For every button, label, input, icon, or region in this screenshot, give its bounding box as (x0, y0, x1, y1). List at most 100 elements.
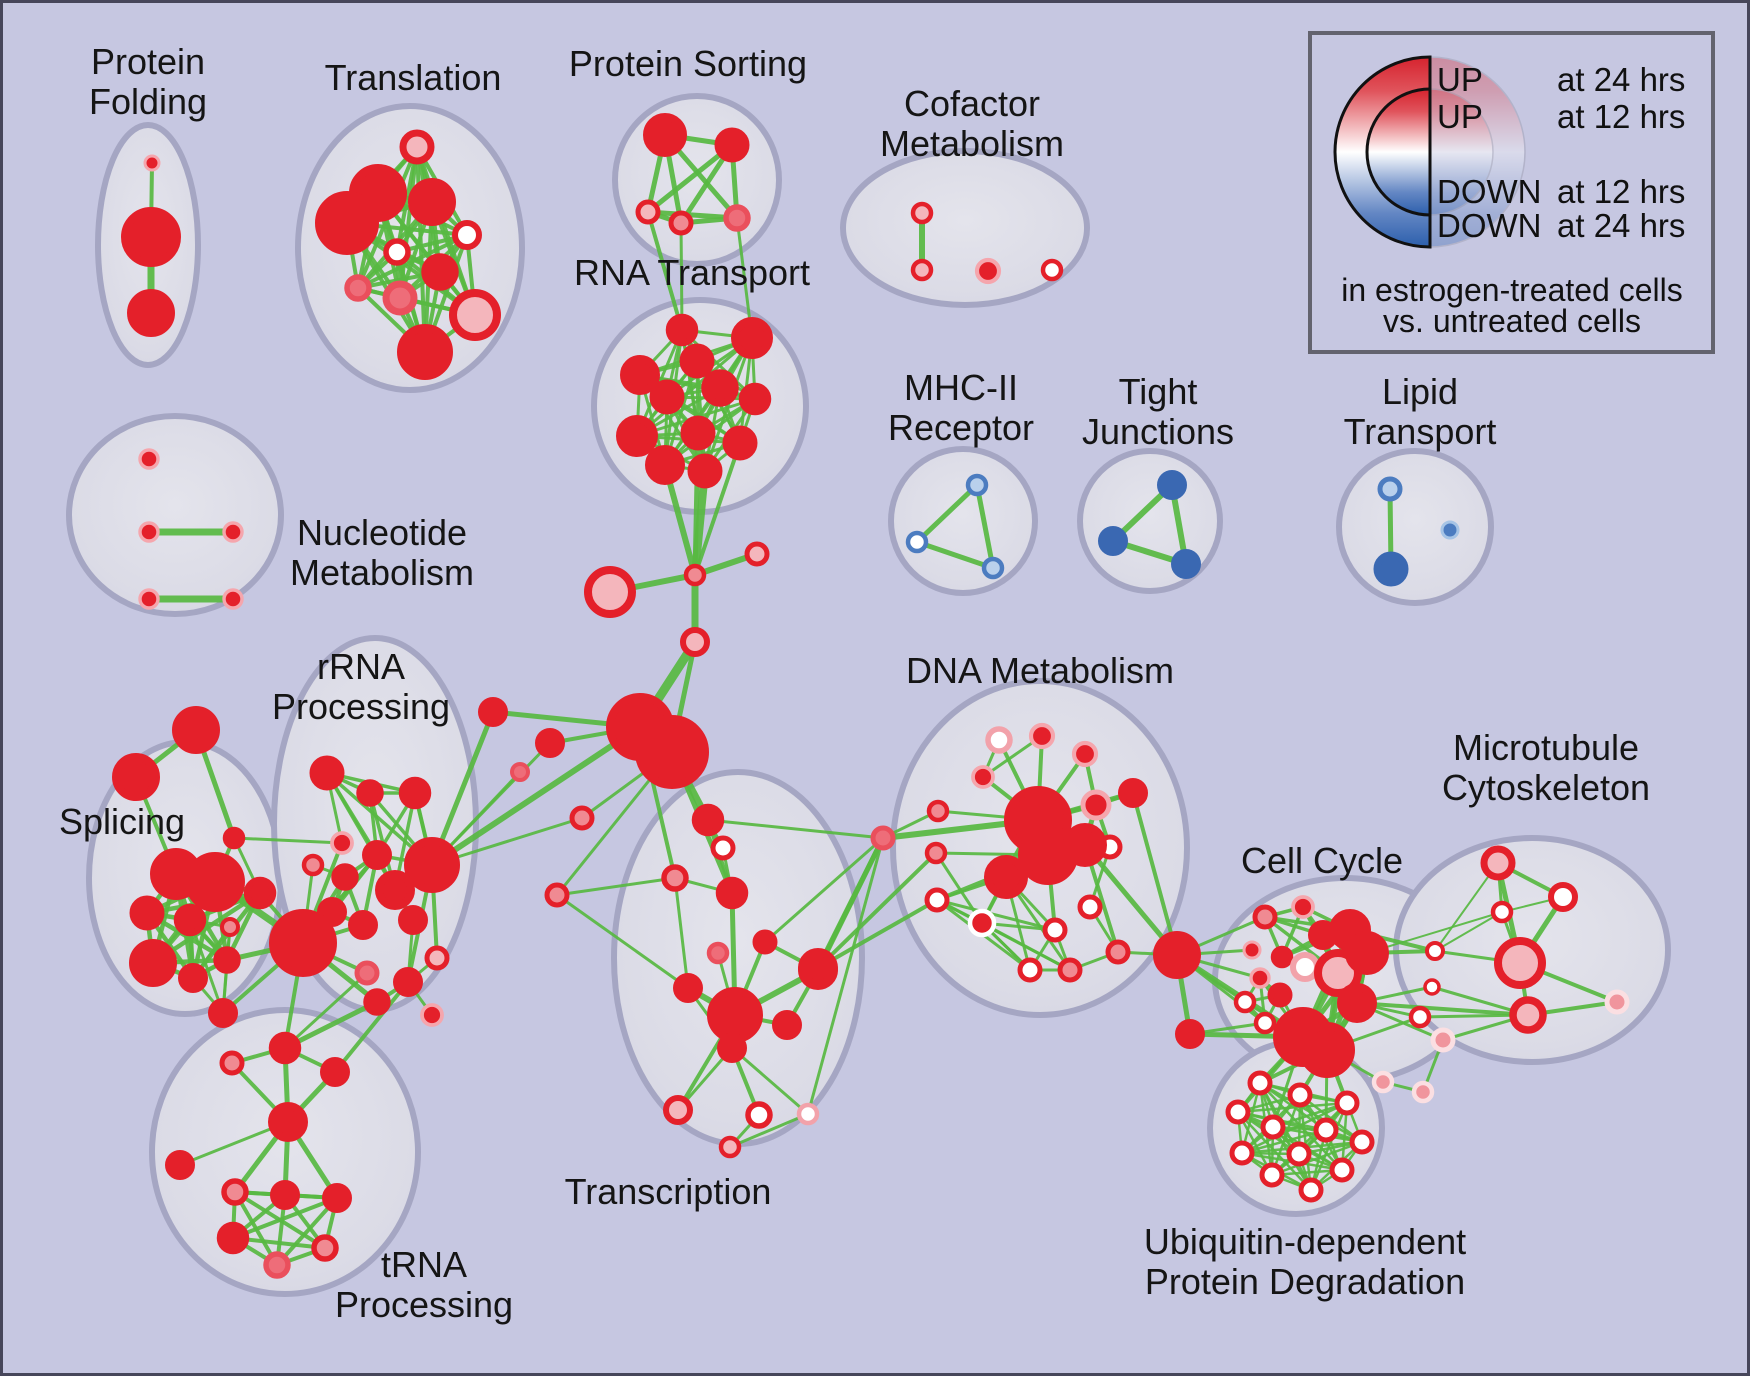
edge-dm8-ccb0 (1131, 791, 1179, 957)
gene-node-ch0 (683, 563, 707, 587)
edge-tx4-dmb (763, 836, 885, 944)
legend-caption-line-0: in estrogen-treated cells (1341, 272, 1683, 308)
gene-node-mh2 (981, 556, 1005, 580)
gene-node-ccH2 (1299, 1022, 1355, 1078)
gene-node-cf1 (910, 258, 934, 282)
gene-node-cc19 (1411, 1080, 1435, 1104)
gene-node-cf2 (974, 257, 1002, 285)
edge-lh2-tx2 (555, 876, 677, 897)
gene-node-tr10 (397, 324, 453, 380)
gene-node-lt0 (1377, 476, 1403, 502)
gene-node-rr16 (363, 988, 391, 1016)
gene-node-ps4 (723, 204, 751, 232)
legend-time-2: at 12 hrs (1557, 173, 1685, 210)
gene-node-sp1 (185, 852, 245, 912)
gene-node-tn8 (216, 1221, 250, 1255)
legend-direction-0: UP (1437, 61, 1483, 98)
gene-node-rt5 (649, 379, 685, 415)
gene-node-mt3 (1425, 941, 1445, 961)
gene-node-tx11 (663, 1095, 693, 1125)
label-protein-sorting: Protein Sorting (569, 43, 807, 84)
edge-dm16-dm5 (816, 851, 938, 970)
gene-node-cc11 (1233, 990, 1257, 1014)
label-lipid-transport: Lipid Transport (1344, 371, 1497, 452)
gene-node-lh0 (535, 728, 565, 758)
gene-node-mt1 (1548, 882, 1578, 912)
gene-node-ps0 (643, 113, 687, 157)
gene-node-rr15 (393, 967, 423, 997)
gene-node-lh2 (544, 882, 570, 908)
gene-node-tr2 (408, 178, 456, 226)
gene-node-nu1 (138, 521, 160, 543)
gene-node-cc17 (1430, 1027, 1456, 1053)
gene-node-ch2 (584, 566, 636, 618)
gene-node-tr3 (315, 191, 379, 255)
gene-node-ub8 (1286, 1141, 1312, 1167)
label-rrna-processing: rRNA Processing (272, 646, 450, 727)
gene-node-tn3 (268, 1102, 308, 1142)
gene-node-ccb0 (1153, 931, 1201, 979)
edge-dm16-dm9 (816, 898, 939, 970)
edge-dmb-dm16 (815, 835, 886, 971)
legend-time-3: at 24 hrs (1557, 207, 1685, 244)
legend-direction-1: UP (1437, 98, 1483, 135)
gene-node-cc4 (1242, 940, 1262, 960)
label-cell-cycle: Cell Cycle (1241, 840, 1403, 881)
gene-node-mt2 (1490, 900, 1514, 924)
gene-node-tx6 (673, 973, 703, 1003)
gene-node-sp2 (129, 895, 165, 931)
gene-node-sp5 (129, 939, 177, 987)
gene-node-rt2 (679, 343, 715, 379)
gene-node-tx0 (691, 803, 725, 837)
edge-rt7-ch0 (692, 430, 701, 578)
gene-node-rr5 (362, 840, 392, 870)
label-dna-metabolism: DNA Metabolism (906, 650, 1174, 691)
gene-node-rr10 (375, 870, 415, 910)
gene-node-tn6 (270, 1180, 300, 1210)
gene-node-dm9 (924, 887, 950, 913)
gene-node-dm4 (926, 799, 950, 823)
gene-node-dm3 (971, 765, 995, 789)
edge-tr4-tr7 (356, 233, 469, 290)
gene-node-cc13 (1253, 1011, 1277, 1035)
edge-mh0-mh1 (914, 482, 980, 545)
edge-ub5-ub7 (1240, 1128, 1328, 1155)
gene-node-cc8 (1345, 931, 1389, 975)
gene-node-dm5 (924, 841, 948, 865)
edge-tx0-dmb (706, 818, 885, 840)
gene-node-mt8 (1604, 989, 1630, 1015)
gene-node-tn9 (263, 1251, 291, 1279)
gene-node-nu2 (222, 521, 244, 543)
edge-mh1-mh2 (914, 539, 996, 571)
gene-node-rt10 (645, 445, 685, 485)
gene-node-nu4 (222, 588, 244, 610)
gene-node-lt1 (1440, 520, 1460, 540)
label-splicing: Splicing (59, 801, 185, 842)
gene-node-lt2 (1373, 551, 1409, 587)
gene-node-mt5 (1423, 978, 1441, 996)
gene-node-dm0 (985, 726, 1013, 754)
gene-node-rt8 (616, 415, 658, 457)
gene-node-ub11 (1298, 1177, 1324, 1203)
legend-time-1: at 12 hrs (1557, 98, 1685, 135)
label-ubiquitin-degradation: Ubiquitin-dependent Protein Degradation (1144, 1221, 1466, 1302)
gene-node-mt0 (1480, 845, 1516, 881)
gene-node-rr9 (348, 910, 378, 940)
cluster-cofactor-metabolism (840, 148, 1090, 308)
gene-node-dm2 (1071, 740, 1099, 768)
gene-node-cf3 (1040, 258, 1064, 282)
gene-node-cc12 (1337, 983, 1377, 1023)
edge-ps1-ps2 (645, 142, 735, 215)
gene-node-tr8 (382, 280, 418, 316)
gene-node-tr6 (421, 253, 459, 291)
gene-node-mh1 (905, 530, 929, 554)
gene-node-sp7 (213, 946, 241, 974)
gene-node-tx14 (718, 1135, 742, 1159)
gene-node-tj0 (1157, 470, 1187, 500)
gene-node-sp4 (220, 917, 240, 937)
edge-hb0-rr6 (429, 724, 643, 868)
label-rna-transport: RNA Transport (574, 252, 810, 293)
label-tight-junctions: Tight Junctions (1082, 371, 1234, 452)
